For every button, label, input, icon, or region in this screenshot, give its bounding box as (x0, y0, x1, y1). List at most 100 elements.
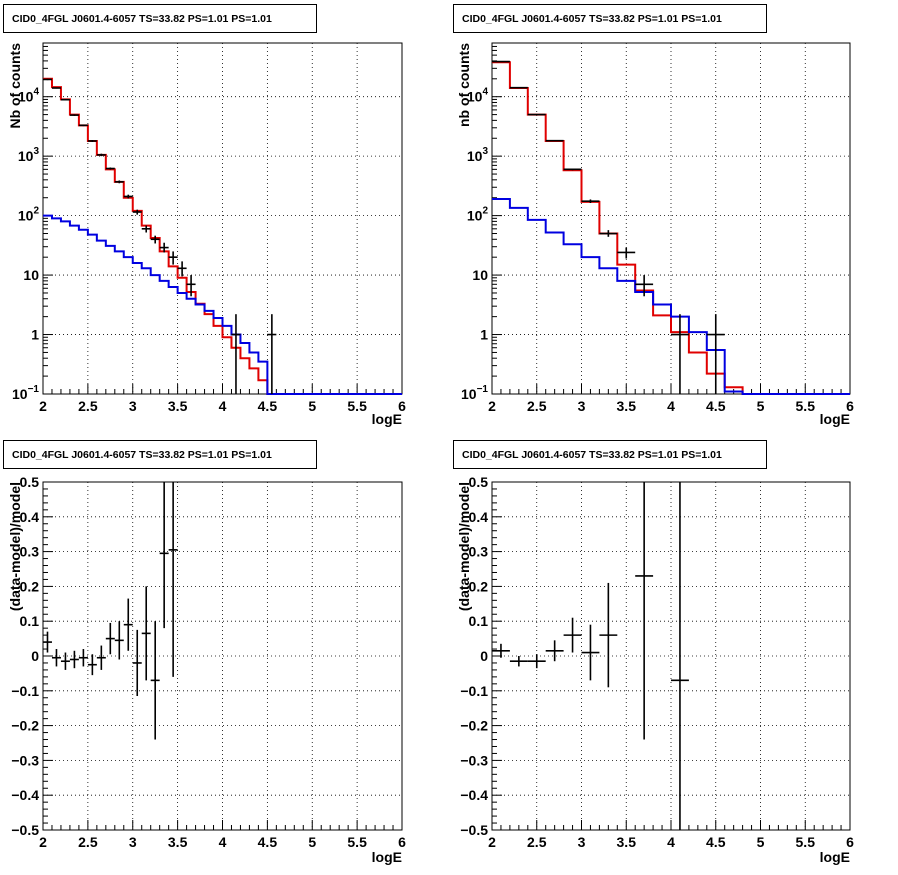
data-point (60, 652, 70, 670)
series-line-2 (492, 198, 850, 395)
data-point (599, 582, 618, 688)
x-axis-title: logE (372, 849, 402, 865)
y-tick-label: −0.3 (11, 752, 39, 768)
y-tick-label: 10−1 (12, 384, 39, 402)
y-tick-label: 104 (467, 87, 489, 105)
data-point (150, 621, 160, 740)
data-point (132, 209, 142, 215)
x-tick-label: 5.5 (796, 398, 816, 414)
data-point (509, 86, 528, 89)
data-point (671, 482, 689, 830)
y-axis-title: (data-model)/model (7, 482, 23, 611)
x-tick-label: 2.5 (78, 398, 98, 414)
data-point (563, 168, 582, 171)
data-point (527, 113, 546, 116)
y-tick-label: −0.5 (11, 822, 39, 838)
series-line-2 (43, 214, 402, 395)
x-tick-label: 3 (578, 398, 586, 414)
data-points (492, 60, 725, 394)
x-axis-title: logE (820, 411, 850, 427)
data-point (51, 649, 61, 667)
chart-panel-4: CID0_4FGL J0601.4-6057 TS=33.82 PS=1.01 … (453, 440, 854, 865)
x-tick-label: 2 (488, 834, 496, 850)
data-point (132, 629, 142, 697)
data-point (69, 650, 79, 669)
y-tick-label: −0.2 (460, 718, 488, 734)
data-point (60, 98, 70, 101)
x-tick-label: 4.5 (258, 834, 278, 850)
y-tick-label: −0.4 (460, 787, 488, 803)
x-tick-label: 3 (129, 398, 137, 414)
y-tick-label: 104 (18, 87, 40, 105)
y-tick-label: 0 (480, 648, 488, 664)
y-tick-label: 1 (31, 327, 39, 343)
data-point (635, 275, 654, 297)
x-tick-label: 6 (398, 834, 406, 850)
data-point (581, 624, 600, 681)
x-tick-label: 5 (757, 398, 765, 414)
data-point (43, 631, 52, 653)
grid (43, 43, 402, 394)
grid (492, 482, 850, 830)
title-box (453, 4, 767, 33)
x-tick-label: 5 (308, 398, 316, 414)
data-point (563, 617, 582, 653)
x-tick-label: 4 (667, 834, 675, 850)
y-tick-label: 0.4 (20, 509, 40, 525)
data-point (141, 586, 151, 681)
y-tick-label: 102 (467, 206, 489, 224)
x-tick-label: 3.5 (168, 834, 188, 850)
data-point (87, 654, 97, 676)
x-tick-label: 3 (578, 834, 586, 850)
x-tick-label: 4 (219, 398, 227, 414)
data-point (51, 87, 61, 89)
y-tick-label: 0.1 (20, 613, 40, 629)
data-point (105, 622, 115, 655)
data-point (114, 180, 124, 184)
chart-title: CID0_4FGL J0601.4-6057 TS=33.82 PS=1.01 … (12, 13, 272, 25)
data-points (492, 482, 689, 830)
y-tick-label: 0.1 (469, 613, 489, 629)
data-point (267, 314, 277, 394)
data-point (581, 199, 600, 204)
x-axis-title: logE (372, 411, 402, 427)
y-axis-title: Nb of counts (7, 43, 23, 129)
x-axis-title: logE (820, 849, 850, 865)
x-tick-label: 3.5 (617, 834, 637, 850)
data-point (159, 242, 169, 253)
y-tick-label: 102 (18, 206, 40, 224)
y-tick-label: 103 (18, 146, 40, 164)
y-tick-label: 103 (467, 146, 489, 164)
y-tick-label: −0.4 (11, 787, 39, 803)
x-tick-label: 5.5 (347, 834, 367, 850)
data-point (123, 598, 133, 651)
y-tick-label: 1 (480, 327, 488, 343)
chart-panel-1: CID0_4FGL J0601.4-6057 TS=33.82 PS=1.01 … (3, 4, 406, 427)
y-tick-label: 0.3 (20, 544, 40, 560)
data-point (159, 482, 169, 629)
y-tick-label: 0.5 (20, 474, 40, 490)
data-point (96, 645, 106, 670)
y-tick-label: 0.5 (469, 474, 489, 490)
x-tick-label: 5.5 (347, 398, 367, 414)
y-tick-label: 10 (23, 267, 39, 283)
x-tick-label: 2.5 (527, 398, 547, 414)
data-point (177, 261, 187, 277)
x-tick-label: 4.5 (706, 834, 726, 850)
data-point (599, 230, 618, 237)
chart-title: CID0_4FGL J0601.4-6057 TS=33.82 PS=1.01 … (462, 13, 722, 25)
data-point (492, 643, 510, 658)
x-tick-label: 2 (488, 398, 496, 414)
data-point (635, 482, 654, 740)
data-point (87, 139, 97, 143)
x-tick-label: 5.5 (796, 834, 816, 850)
data-points (43, 78, 277, 394)
data-point (141, 225, 151, 233)
y-tick-label: 10−1 (461, 384, 488, 402)
x-tick-label: 3.5 (617, 398, 637, 414)
data-point (105, 167, 115, 170)
x-tick-label: 3 (129, 834, 137, 850)
y-tick-label: 0.3 (469, 544, 489, 560)
x-tick-label: 2.5 (78, 834, 98, 850)
